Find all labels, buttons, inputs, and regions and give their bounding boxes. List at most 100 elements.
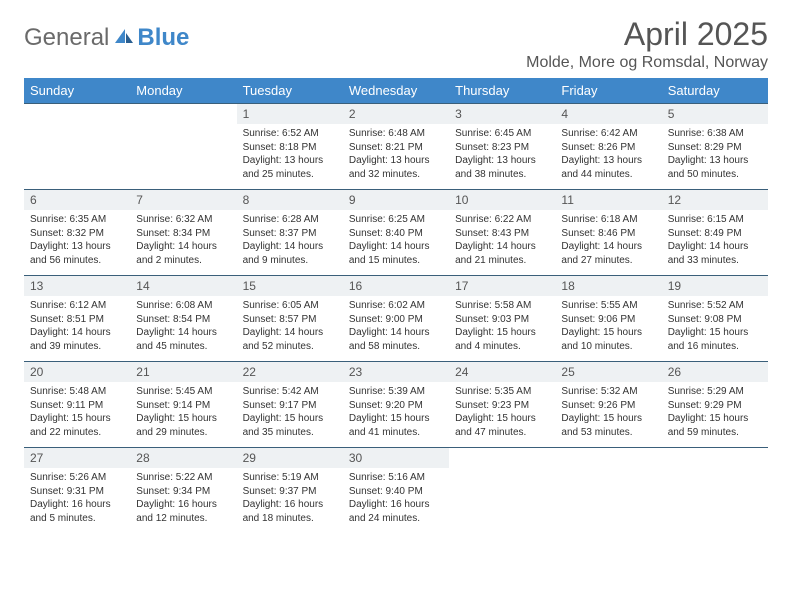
day-of-week-row: Sunday Monday Tuesday Wednesday Thursday… [24,78,768,104]
day-number-cell: 15 [237,276,343,297]
month-title: April 2025 [526,18,768,50]
day-details-cell [555,468,661,533]
day-number-cell: 3 [449,104,555,125]
daylight-text: Daylight: 15 hours [668,326,762,340]
sunrise-text: Sunrise: 5:55 AM [561,299,655,313]
sunset-text: Sunset: 9:20 PM [349,399,443,413]
sunrise-text: Sunrise: 6:08 AM [136,299,230,313]
sunrise-text: Sunrise: 6:25 AM [349,213,443,227]
day-number-cell: 22 [237,362,343,383]
day-details-row: Sunrise: 5:26 AMSunset: 9:31 PMDaylight:… [24,468,768,533]
day-number-cell: 27 [24,448,130,469]
sunset-text: Sunset: 9:17 PM [243,399,337,413]
day-number-cell: 23 [343,362,449,383]
sunset-text: Sunset: 8:32 PM [30,227,124,241]
daylight-text: Daylight: 15 hours [349,412,443,426]
sunrise-text: Sunrise: 5:22 AM [136,471,230,485]
day-number-cell: 26 [662,362,768,383]
day-details-cell: Sunrise: 6:48 AMSunset: 8:21 PMDaylight:… [343,124,449,190]
daylight-text-2: and 56 minutes. [30,254,124,268]
sunrise-text: Sunrise: 6:35 AM [30,213,124,227]
day-details-cell: Sunrise: 6:12 AMSunset: 8:51 PMDaylight:… [24,296,130,362]
sunrise-text: Sunrise: 6:52 AM [243,127,337,141]
daylight-text-2: and 58 minutes. [349,340,443,354]
day-details-cell: Sunrise: 5:35 AMSunset: 9:23 PMDaylight:… [449,382,555,448]
sunset-text: Sunset: 8:57 PM [243,313,337,327]
daylight-text-2: and 32 minutes. [349,168,443,182]
day-number-cell: 21 [130,362,236,383]
day-details-cell: Sunrise: 6:35 AMSunset: 8:32 PMDaylight:… [24,210,130,276]
daylight-text: Daylight: 14 hours [455,240,549,254]
sunset-text: Sunset: 8:23 PM [455,141,549,155]
day-number-cell: 11 [555,190,661,211]
daylight-text: Daylight: 13 hours [455,154,549,168]
day-number-cell: 13 [24,276,130,297]
title-block: April 2025 Molde, More og Romsdal, Norwa… [526,18,768,72]
day-number-cell [662,448,768,469]
daylight-text: Daylight: 15 hours [30,412,124,426]
sunset-text: Sunset: 9:37 PM [243,485,337,499]
sunset-text: Sunset: 8:21 PM [349,141,443,155]
daylight-text-2: and 25 minutes. [243,168,337,182]
daylight-text-2: and 39 minutes. [30,340,124,354]
daylight-text: Daylight: 14 hours [668,240,762,254]
day-number-cell: 10 [449,190,555,211]
daylight-text: Daylight: 13 hours [561,154,655,168]
daylight-text: Daylight: 14 hours [136,240,230,254]
sunrise-text: Sunrise: 5:58 AM [455,299,549,313]
sunset-text: Sunset: 8:18 PM [243,141,337,155]
sunset-text: Sunset: 8:43 PM [455,227,549,241]
sunset-text: Sunset: 9:14 PM [136,399,230,413]
daylight-text: Daylight: 14 hours [30,326,124,340]
sail-icon [113,24,135,52]
day-details-cell: Sunrise: 6:05 AMSunset: 8:57 PMDaylight:… [237,296,343,362]
calendar-body: 12345Sunrise: 6:52 AMSunset: 8:18 PMDayl… [24,104,768,534]
sunset-text: Sunset: 9:11 PM [30,399,124,413]
sunset-text: Sunset: 9:03 PM [455,313,549,327]
day-details-cell: Sunrise: 6:22 AMSunset: 8:43 PMDaylight:… [449,210,555,276]
sunrise-text: Sunrise: 6:05 AM [243,299,337,313]
daylight-text-2: and 29 minutes. [136,426,230,440]
sunset-text: Sunset: 8:29 PM [668,141,762,155]
day-number-cell: 8 [237,190,343,211]
daylight-text: Daylight: 14 hours [349,240,443,254]
day-number-cell: 9 [343,190,449,211]
daylight-text-2: and 5 minutes. [30,512,124,526]
day-details-cell [449,468,555,533]
sunrise-text: Sunrise: 5:48 AM [30,385,124,399]
daylight-text-2: and 41 minutes. [349,426,443,440]
sunrise-text: Sunrise: 6:12 AM [30,299,124,313]
sunset-text: Sunset: 8:26 PM [561,141,655,155]
day-details-cell: Sunrise: 6:45 AMSunset: 8:23 PMDaylight:… [449,124,555,190]
daylight-text-2: and 47 minutes. [455,426,549,440]
day-details-cell: Sunrise: 5:29 AMSunset: 9:29 PMDaylight:… [662,382,768,448]
day-number-cell: 29 [237,448,343,469]
day-number-cell: 5 [662,104,768,125]
day-number-row: 20212223242526 [24,362,768,383]
daylight-text-2: and 35 minutes. [243,426,337,440]
sunrise-text: Sunrise: 6:45 AM [455,127,549,141]
sunrise-text: Sunrise: 5:16 AM [349,471,443,485]
daylight-text: Daylight: 16 hours [349,498,443,512]
sunrise-text: Sunrise: 6:38 AM [668,127,762,141]
day-number-cell: 19 [662,276,768,297]
sunrise-text: Sunrise: 5:52 AM [668,299,762,313]
dow-header: Tuesday [237,78,343,104]
sunrise-text: Sunrise: 6:42 AM [561,127,655,141]
day-details-row: Sunrise: 5:48 AMSunset: 9:11 PMDaylight:… [24,382,768,448]
sunrise-text: Sunrise: 6:15 AM [668,213,762,227]
daylight-text: Daylight: 16 hours [243,498,337,512]
calendar-page: General Blue April 2025 Molde, More og R… [0,0,792,551]
sunrise-text: Sunrise: 6:28 AM [243,213,337,227]
day-details-cell: Sunrise: 5:42 AMSunset: 9:17 PMDaylight:… [237,382,343,448]
daylight-text-2: and 27 minutes. [561,254,655,268]
daylight-text-2: and 21 minutes. [455,254,549,268]
daylight-text-2: and 38 minutes. [455,168,549,182]
daylight-text: Daylight: 15 hours [455,412,549,426]
sunrise-text: Sunrise: 6:48 AM [349,127,443,141]
day-details-cell: Sunrise: 5:26 AMSunset: 9:31 PMDaylight:… [24,468,130,533]
day-details-row: Sunrise: 6:52 AMSunset: 8:18 PM Daylight:… [24,124,768,190]
sunset-text: Sunset: 9:08 PM [668,313,762,327]
sunrise-text: Sunrise: 6:02 AM [349,299,443,313]
day-number-cell: 7 [130,190,236,211]
